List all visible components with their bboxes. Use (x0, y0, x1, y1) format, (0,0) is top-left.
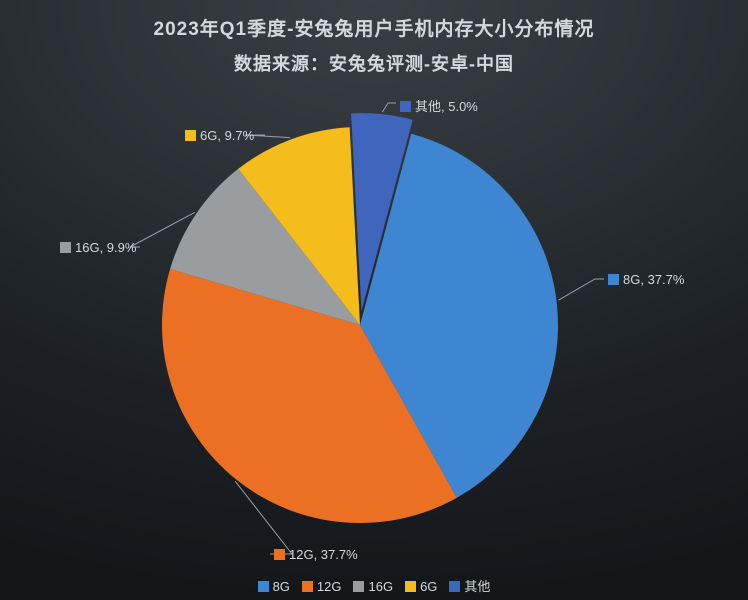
legend-item-6G: 6G (405, 579, 437, 594)
legend-item-其他: 其他 (449, 576, 490, 595)
ram-distribution-pie-chart: 2023年Q1季度-安兔兔用户手机内存大小分布情况 数据来源：安兔兔评测-安卓-… (0, 0, 748, 600)
swatch-icon (405, 581, 416, 592)
legend-label: 6G (420, 579, 437, 594)
legend-label: 16G (368, 579, 393, 594)
swatch-icon (449, 581, 460, 592)
swatch-icon (258, 581, 269, 592)
legend-item-8G: 8G (258, 579, 290, 594)
legend-label: 其他 (464, 579, 490, 594)
legend-item-12G: 12G (302, 579, 342, 594)
legend-item-16G: 16G (353, 579, 393, 594)
swatch-icon (302, 581, 313, 592)
legend-label: 8G (273, 579, 290, 594)
swatch-icon (353, 581, 364, 592)
leader-line (245, 135, 290, 138)
leader-line (382, 103, 396, 112)
pie-svg (0, 0, 748, 600)
legend-label: 12G (317, 579, 342, 594)
chart-legend: 8G 12G 16G 6G 其他 (0, 576, 748, 595)
leader-line (558, 279, 604, 300)
